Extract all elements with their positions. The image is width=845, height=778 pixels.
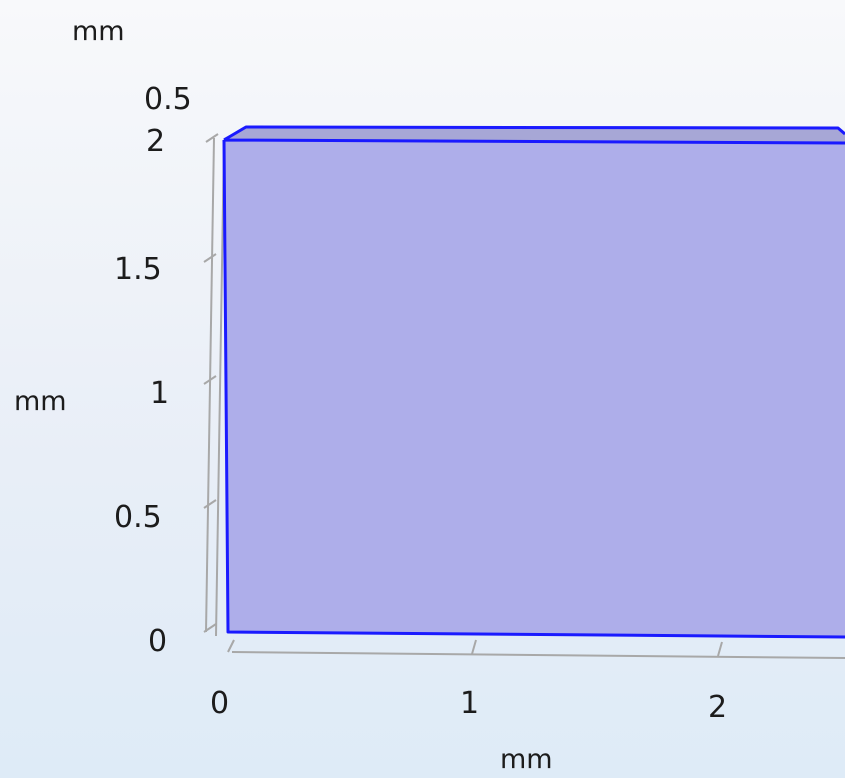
- x-tick-label-2: 2: [708, 690, 728, 725]
- y-tick-label-4: 0: [148, 624, 168, 659]
- domain-edge-outline: [222, 125, 845, 639]
- y-tick-0: [203, 623, 217, 633]
- x-tick-label-1: 1: [460, 686, 480, 721]
- y-axis-front-line: [215, 141, 225, 637]
- y-tick-label-3: 0.5: [114, 500, 162, 535]
- y-tick-label-0: 2: [146, 124, 166, 159]
- y-tick-0.5: [203, 499, 217, 509]
- y-tick-1: [203, 375, 217, 385]
- z-tick-label-0: 0.5: [144, 82, 192, 117]
- domain-front-face: [224, 140, 845, 637]
- x-tick-label-0: 0: [210, 686, 230, 721]
- domain-top-face: [224, 126, 845, 142]
- x-tick-2: [717, 641, 723, 657]
- axis-frame: [203, 133, 845, 659]
- x-tick-1: [471, 639, 477, 655]
- x-axis-line: [231, 651, 845, 659]
- y-tick-label-2: 1: [150, 376, 170, 411]
- y-axis-back-line: [205, 137, 215, 633]
- y-tick-1.5: [203, 253, 217, 263]
- x-axis-unit-label: mm: [500, 744, 553, 775]
- geometry-domain[interactable]: [222, 125, 845, 639]
- z-axis-unit-label: mm: [72, 16, 125, 47]
- y-tick-label-1: 1.5: [114, 252, 162, 287]
- x-axis-diagonal: [227, 639, 235, 653]
- y-axis-unit-label: mm: [14, 386, 67, 417]
- y-tick-2: [205, 133, 219, 143]
